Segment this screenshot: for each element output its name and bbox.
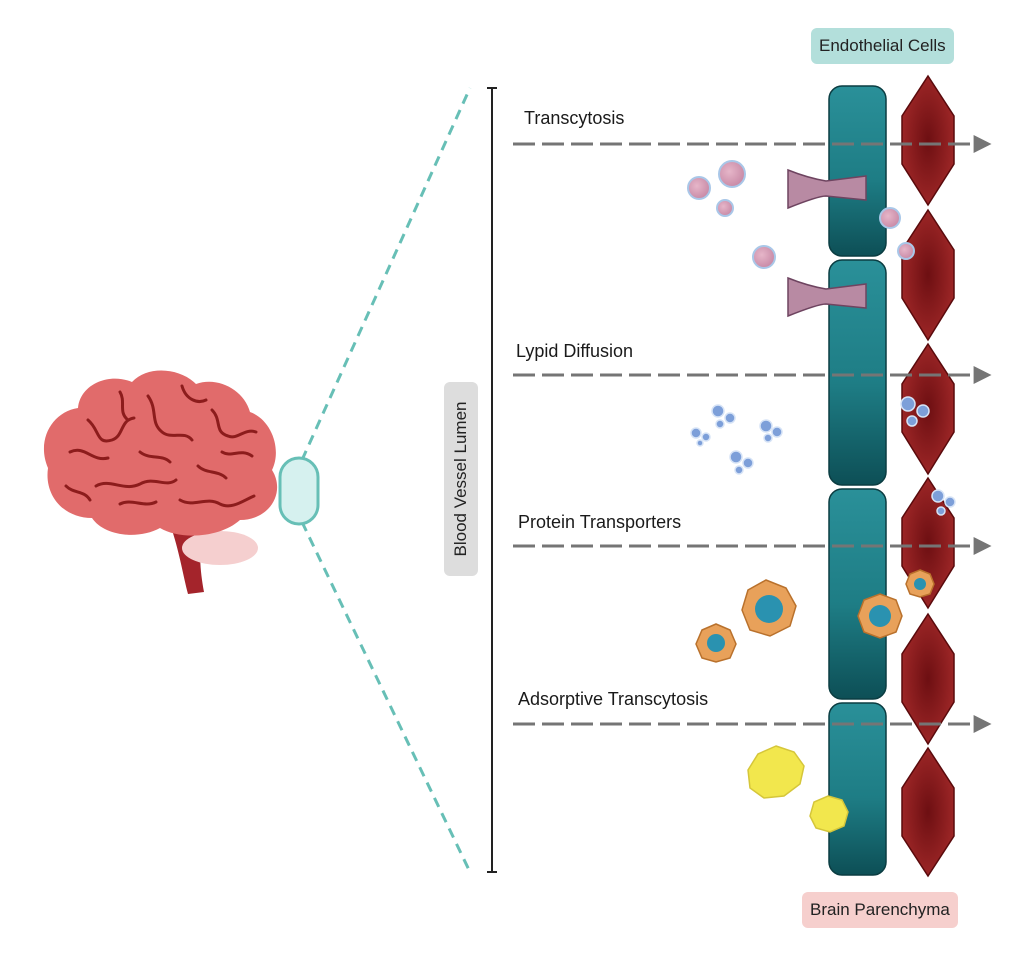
endothelial-cells — [828, 85, 887, 876]
cerebellum — [182, 531, 258, 565]
protein-nucleus — [869, 605, 891, 627]
protein-nucleus — [755, 595, 783, 623]
blood-vessel-lumen-label: Blood Vessel Lumen — [444, 382, 478, 576]
brain-parenchyma-label: Brain Parenchyma — [802, 892, 958, 928]
route-label-protein-transporters: Protein Transporters — [518, 512, 682, 532]
endothelial-cell — [828, 259, 887, 486]
endothelial-cell — [828, 85, 887, 257]
zoom-line-top — [300, 87, 472, 461]
protein-nucleus — [707, 634, 725, 652]
parenchyma-cell — [901, 74, 955, 207]
route-label-adsorptive-transcytosis: Adsorptive Transcytosis — [518, 689, 709, 709]
parenchyma-cell — [901, 612, 955, 746]
receptor-channel — [787, 168, 867, 210]
protein-transporter-cells — [695, 569, 935, 663]
vesicle — [718, 160, 746, 188]
vesicle — [897, 242, 915, 260]
adsorptive-particle — [747, 745, 805, 799]
cerebrum — [43, 370, 278, 536]
vesicle — [687, 176, 711, 200]
zoom-lens — [278, 456, 320, 526]
receptor-channels — [787, 168, 867, 318]
vesicle — [752, 245, 776, 269]
endothelial-cells-label: Endothelial Cells — [811, 28, 954, 64]
blood-vessel-lumen-text: Blood Vessel Lumen — [451, 401, 470, 557]
lipid-molecules — [690, 396, 956, 516]
adsorptive-particles — [747, 745, 849, 833]
endothelial-cell — [828, 488, 887, 700]
parenchyma-cells — [901, 74, 955, 878]
route-label-lipid-diffusion: Lypid Diffusion — [516, 341, 634, 361]
protein-nucleus — [914, 578, 926, 590]
parenchyma-cell — [901, 746, 955, 878]
parenchyma-cell — [901, 208, 955, 342]
adsorptive-particle — [809, 795, 849, 833]
receptor-channel — [787, 276, 867, 318]
vesicle — [879, 207, 901, 229]
route-label-transcytosis: Transcytosis — [524, 108, 625, 128]
vesicle — [716, 199, 734, 217]
vesicles — [687, 160, 915, 269]
brain-illustration — [43, 370, 278, 594]
zoom-line-bottom — [300, 521, 472, 873]
endothelial-cell — [828, 702, 887, 876]
